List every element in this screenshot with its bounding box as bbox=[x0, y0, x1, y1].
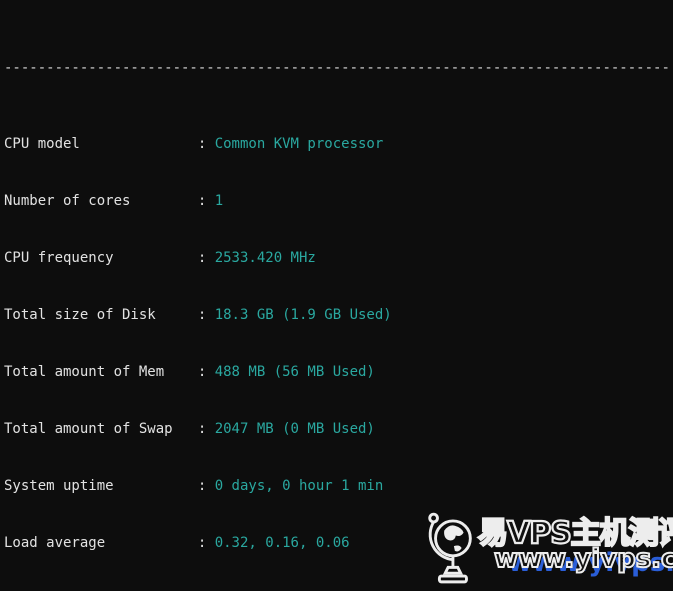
info-value: 2533.420 MHz bbox=[214, 250, 316, 266]
info-value: 2047 MB (0 MB Used) bbox=[214, 421, 375, 437]
colon: : bbox=[197, 535, 207, 551]
colon: : bbox=[197, 364, 207, 380]
colon: : bbox=[197, 193, 207, 209]
info-label: Load average bbox=[4, 535, 106, 551]
info-value: 0 days, 0 hour 1 min bbox=[214, 478, 384, 494]
system-info-row: CPU frequency:2533.420 MHz bbox=[4, 249, 673, 268]
colon: : bbox=[197, 478, 207, 494]
system-info-row: Total size of Disk:18.3 GB (1.9 GB Used) bbox=[4, 306, 673, 325]
separator-line: ----------------------------------------… bbox=[4, 60, 670, 76]
colon: : bbox=[197, 307, 207, 323]
info-value: 488 MB (56 MB Used) bbox=[214, 364, 375, 380]
system-info-row: CPU model: Common KVM processor bbox=[4, 135, 673, 154]
info-value: 18.3 GB (1.9 GB Used) bbox=[214, 307, 392, 323]
info-label: CPU model bbox=[4, 136, 80, 152]
info-label: Total size of Disk bbox=[4, 307, 156, 323]
colon: : bbox=[197, 250, 207, 266]
info-label: CPU frequency bbox=[4, 250, 114, 266]
system-info-row: Load average:0.32, 0.16, 0.06 bbox=[4, 534, 673, 553]
system-info-row: Total amount of Mem:488 MB (56 MB Used) bbox=[4, 363, 673, 382]
system-info-row: System uptime:0 days, 0 hour 1 min bbox=[4, 477, 673, 496]
system-info-row: Number of cores:1 bbox=[4, 192, 673, 211]
info-label: Number of cores bbox=[4, 193, 131, 209]
colon: : bbox=[197, 421, 207, 437]
info-value: Common KVM processor bbox=[214, 136, 384, 152]
info-label: Total amount of Mem bbox=[4, 364, 165, 380]
colon: : bbox=[197, 136, 207, 152]
info-value: 1 bbox=[214, 193, 224, 209]
info-label: System uptime bbox=[4, 478, 114, 494]
info-label: Total amount of Swap bbox=[4, 421, 173, 437]
info-value: 0.32, 0.16, 0.06 bbox=[214, 535, 350, 551]
system-info-row: Total amount of Swap:2047 MB (0 MB Used) bbox=[4, 420, 673, 439]
